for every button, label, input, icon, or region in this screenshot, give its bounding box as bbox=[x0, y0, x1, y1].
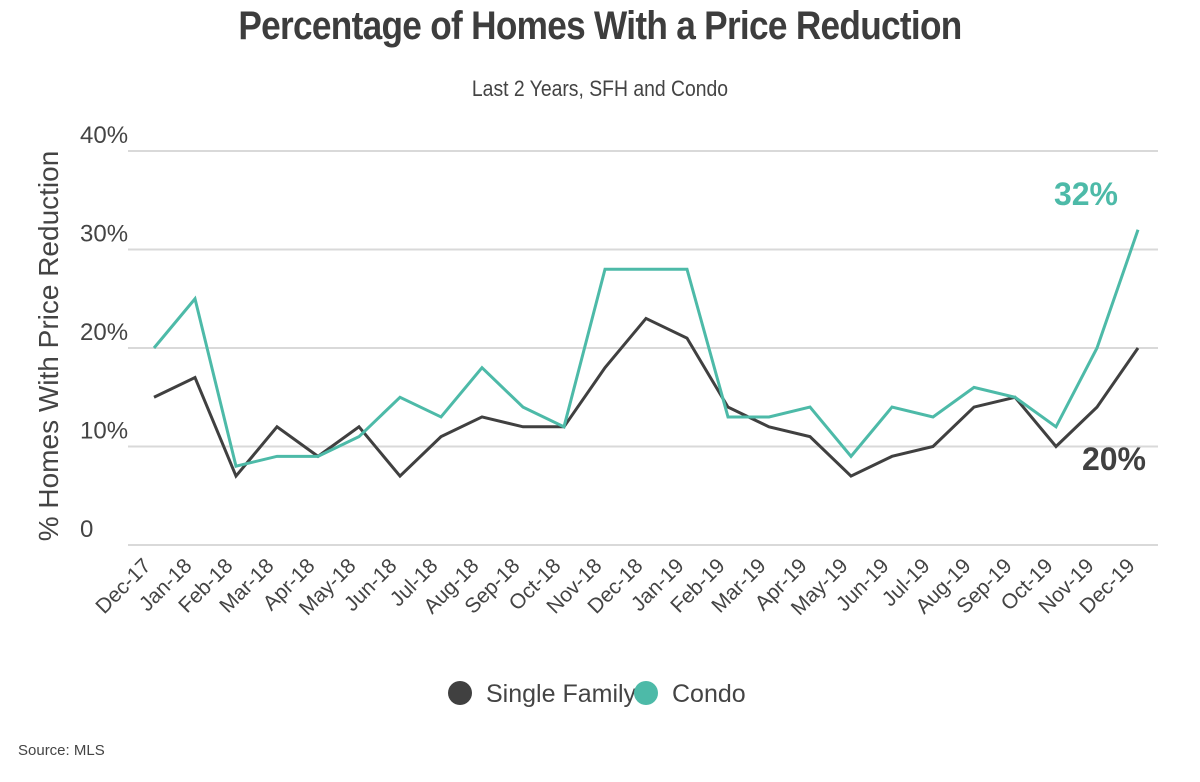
end-label-condo: 32% bbox=[1054, 176, 1118, 212]
end-labels: 32% 20% bbox=[1054, 176, 1146, 477]
series-line-condo bbox=[152, 229, 1140, 469]
series-line-single-family bbox=[153, 316, 1140, 479]
legend-marker bbox=[634, 681, 658, 705]
legend: Single Family Condo bbox=[448, 680, 746, 708]
legend-item: Single Family bbox=[448, 680, 637, 708]
y-tick-label: 0 bbox=[80, 516, 93, 543]
gridlines bbox=[128, 150, 1158, 546]
y-tick-label: 30% bbox=[80, 221, 128, 248]
y-tick-label: 10% bbox=[80, 418, 128, 445]
chart-subtitle: Last 2 Years, SFH and Condo bbox=[471, 76, 729, 101]
legend-marker bbox=[448, 681, 472, 705]
legend-item: Condo bbox=[634, 680, 746, 708]
y-tick-label: 20% bbox=[80, 319, 128, 346]
y-axis-title: % Homes With Price Reduction bbox=[33, 151, 64, 542]
source-note: Source: MLS bbox=[18, 742, 105, 759]
legend-label: Condo bbox=[672, 680, 746, 708]
chart-title: Percentage of Homes With a Price Reducti… bbox=[238, 4, 962, 48]
x-axis-ticks: Dec-17Jan-18Feb-18Mar-18Apr-18May-18Jun-… bbox=[91, 554, 1139, 620]
series-lines bbox=[152, 229, 1140, 479]
legend-label: Single Family bbox=[486, 680, 637, 708]
end-label-single-family: 20% bbox=[1082, 441, 1146, 477]
y-tick-label: 40% bbox=[80, 122, 128, 149]
y-axis-ticks: 0 10% 20% 30% 40% bbox=[80, 122, 128, 543]
